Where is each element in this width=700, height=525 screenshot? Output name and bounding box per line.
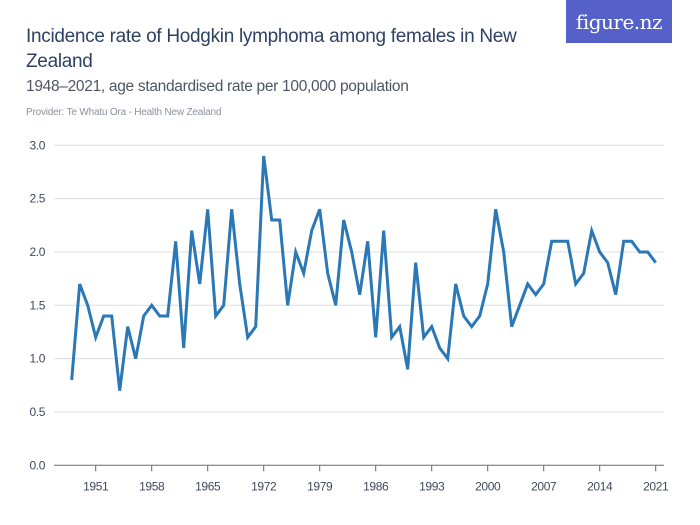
y-axis: 0.0 0.5 1.0 1.5 2.0 2.5 3.0 [30, 138, 47, 472]
series-line-0 [70, 155, 657, 391]
y-tick-label: 0.0 [30, 458, 46, 472]
x-tick-label: 1958 [139, 479, 165, 493]
x-tick-label: 2007 [531, 479, 557, 493]
y-tick-label: 2.0 [30, 245, 46, 259]
x-tick-label: 1965 [195, 479, 221, 493]
chart-title: Incidence rate of Hodgkin lymphoma among… [26, 26, 517, 72]
y-tick-label: 3.0 [30, 138, 46, 152]
x-axis: 1951 1958 1965 1972 1979 1986 1993 2000 2007 2014… [54, 464, 669, 493]
x-tick-label: 2000 [475, 479, 501, 493]
y-tick-label: 2.5 [30, 192, 46, 206]
x-tick-label: 1986 [363, 479, 389, 493]
x-tick-label: 1979 [307, 479, 333, 493]
logo-text: figure.nz [575, 9, 663, 34]
x-tick-label: 2014 [587, 479, 613, 493]
x-tick-label: 2021 [643, 479, 669, 493]
x-tick-label: 1951 [83, 479, 109, 493]
gridlines [54, 144, 664, 413]
y-tick-label: 1.0 [30, 352, 46, 366]
chart-subtitle: 1948–2021, age standardised rate per 100… [26, 78, 409, 95]
y-tick-label: 1.5 [30, 298, 46, 312]
x-tick-label: 1993 [419, 479, 445, 493]
figure-nz-logo[interactable]: figure.nz [566, 0, 672, 43]
y-tick-label: 0.5 [30, 405, 46, 419]
x-tick-label: 1972 [251, 479, 277, 493]
series-group [70, 155, 657, 391]
data-provider: Provider: Te Whatu Ora - Health New Zeal… [26, 107, 222, 118]
